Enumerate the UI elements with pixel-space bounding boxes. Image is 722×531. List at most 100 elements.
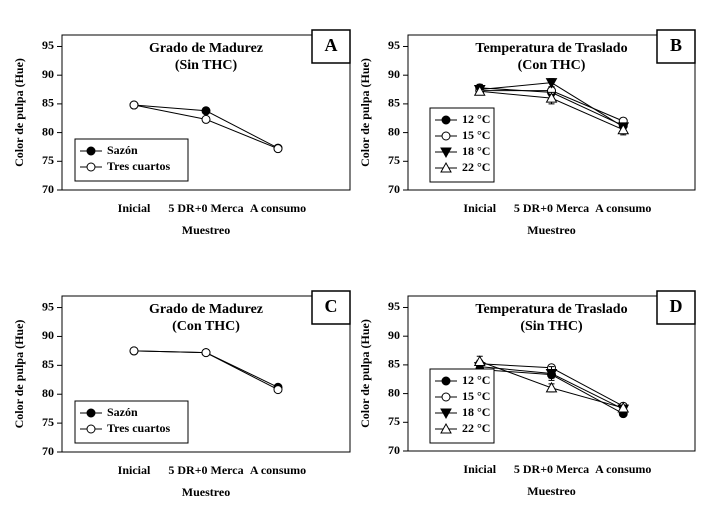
marker <box>86 146 96 156</box>
panel-label: B <box>670 35 682 55</box>
chart-subtitle: (Sin THC) <box>175 58 238 73</box>
x-tick-label: A consumo <box>595 201 651 215</box>
marker <box>86 408 96 418</box>
x-axis-label: Muestreo <box>527 223 575 237</box>
y-tick-label: 90 <box>388 67 400 81</box>
x-tick-label: 5 DR+0 Merca <box>514 201 589 215</box>
y-tick-label: 95 <box>42 299 54 313</box>
y-tick-label: 80 <box>42 124 54 138</box>
y-tick-label: 90 <box>388 328 400 342</box>
y-tick-label: 85 <box>42 357 54 371</box>
legend-label: Sazón <box>107 143 138 157</box>
y-tick-label: 90 <box>42 328 54 342</box>
marker <box>440 147 452 159</box>
x-tick-label: Inicial <box>463 201 496 215</box>
marker <box>201 106 211 116</box>
panel-label-box <box>311 290 351 325</box>
x-tick-label: 5 DR+0 Merca <box>168 201 243 215</box>
marker <box>440 161 452 173</box>
marker <box>440 422 452 434</box>
marker <box>86 162 96 172</box>
y-tick-label: 75 <box>388 414 400 428</box>
legend-label: Tres cuartos <box>107 159 171 173</box>
legend-label: 12 °C <box>462 112 490 126</box>
y-tick-label: 75 <box>388 153 400 167</box>
marker <box>617 401 630 413</box>
x-tick-label: A consumo <box>250 201 306 215</box>
marker <box>473 85 486 96</box>
x-tick-label: 5 DR+0 Merca <box>168 463 243 477</box>
marker <box>617 123 630 135</box>
x-tick-label: Inicial <box>463 462 496 476</box>
panel: 70 75 80 85 90 95 Inicial 5 DR+0 Merca A consumo… <box>358 29 696 237</box>
plot-frame <box>61 34 351 191</box>
legend-box <box>74 138 189 182</box>
y-tick-label: 85 <box>388 357 400 371</box>
y-tick-label: 70 <box>42 182 54 196</box>
y-axis-label: Color de pulpa (Hue) <box>12 58 26 167</box>
chart-subtitle: (Con THC) <box>172 319 240 334</box>
x-axis-label: Muestreo <box>182 485 230 499</box>
marker <box>129 346 139 356</box>
marker <box>441 115 451 125</box>
marker <box>201 348 211 358</box>
marker <box>441 392 451 402</box>
chart-title: Temperatura de Traslado <box>475 302 627 317</box>
legend-label: 15 °C <box>462 389 490 403</box>
legend-label: 18 °C <box>462 144 490 158</box>
marker <box>201 114 211 124</box>
marker <box>473 355 486 366</box>
chart-title: Temperatura de Traslado <box>475 41 627 56</box>
y-axis-label: Color de pulpa (Hue) <box>12 320 26 429</box>
marker <box>86 424 96 434</box>
chart-title: Grado de Madurez <box>149 41 263 56</box>
legend-label: Sazón <box>107 405 138 419</box>
marker <box>441 131 451 141</box>
y-tick-label: 75 <box>42 415 54 429</box>
y-tick-label: 95 <box>42 38 54 52</box>
y-tick-label: 75 <box>42 153 54 167</box>
y-tick-label: 95 <box>388 299 400 313</box>
plot-frame <box>407 34 696 191</box>
legend-label: 22 °C <box>462 160 490 174</box>
panel-label-box <box>311 29 351 64</box>
y-tick-label: 95 <box>388 38 400 52</box>
x-axis-label: Muestreo <box>527 484 575 498</box>
marker <box>545 92 558 103</box>
y-tick-label: 80 <box>388 124 400 138</box>
panel-label-box <box>656 29 696 64</box>
y-tick-label: 70 <box>388 182 400 196</box>
panel-label: C <box>325 296 338 316</box>
panel-label: A <box>325 35 338 55</box>
y-tick-label: 85 <box>388 96 400 110</box>
y-tick-label: 90 <box>42 67 54 81</box>
y-axis-label: Color de pulpa (Hue) <box>358 58 372 167</box>
legend-box <box>74 400 189 444</box>
panel-label-box <box>656 290 696 325</box>
marker <box>273 385 283 395</box>
marker <box>545 78 558 89</box>
marker <box>545 369 558 380</box>
y-tick-label: 70 <box>42 444 54 458</box>
x-tick-label: Inicial <box>118 463 151 477</box>
plot-frame <box>61 295 351 453</box>
panel: 70 75 80 85 90 95 Inicial 5 DR+0 Merca A consumo… <box>358 290 696 498</box>
legend-label: 22 °C <box>462 421 490 435</box>
marker <box>545 381 558 393</box>
panel-label: D <box>670 296 683 316</box>
marker <box>440 408 452 420</box>
chart-title: Grado de Madurez <box>149 302 263 317</box>
x-tick-label: A consumo <box>250 463 306 477</box>
x-tick-label: 5 DR+0 Merca <box>514 462 589 476</box>
x-axis-label: Muestreo <box>182 223 230 237</box>
legend-label: 18 °C <box>462 405 490 419</box>
y-tick-label: 80 <box>388 385 400 399</box>
marker <box>129 100 139 110</box>
legend-label: Tres cuartos <box>107 421 171 435</box>
chart-subtitle: (Sin THC) <box>520 319 583 334</box>
panel: 70 75 80 85 90 95 Inicial 5 DR+0 Merca A consumo… <box>12 290 351 499</box>
marker <box>441 376 451 386</box>
y-tick-label: 70 <box>388 443 400 457</box>
panel: 70 75 80 85 90 95 Inicial 5 DR+0 Merca A consumo… <box>12 29 351 237</box>
